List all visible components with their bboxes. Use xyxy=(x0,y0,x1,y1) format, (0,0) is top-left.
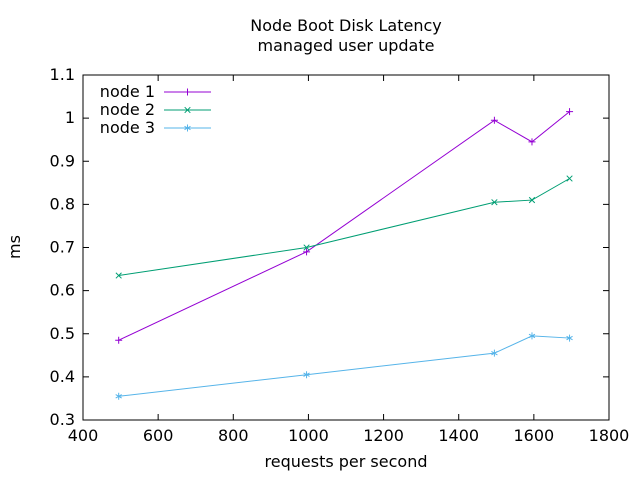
series-point-node-3 xyxy=(566,334,573,342)
x-tick-label: 400 xyxy=(68,426,99,445)
series-point-node-2 xyxy=(528,196,536,204)
x-axis-label: requests per second xyxy=(265,452,428,471)
legend-sample-marker xyxy=(184,88,191,96)
x-tick-label: 1000 xyxy=(288,426,329,445)
series-point-node-2 xyxy=(566,175,573,182)
series-line-node-2 xyxy=(118,178,570,277)
x-tick-label: 1400 xyxy=(438,426,479,445)
y-tick-label: 0.8 xyxy=(50,194,75,213)
y-tick-label: 0.7 xyxy=(50,238,75,257)
x-tick-label: 1600 xyxy=(513,426,554,445)
series-point-node-3 xyxy=(303,371,310,379)
y-axis-label: ms xyxy=(5,235,24,259)
series-point-node-3 xyxy=(528,332,536,340)
legend-sample-marker xyxy=(184,124,191,132)
plot-area: 400 600 800 1000 1200 1400 1600 1800 0.3 0.4 0.5 0.… xyxy=(50,65,630,445)
y-tick-label: 0.4 xyxy=(50,367,75,386)
x-tick-label: 1200 xyxy=(363,426,404,445)
series-point-node-1 xyxy=(303,248,311,256)
y-tick-label: 0.3 xyxy=(50,410,75,429)
series-point-node-2 xyxy=(115,272,122,279)
y-tick-label: 0.5 xyxy=(50,324,75,343)
legend-label-node-1: node 1 xyxy=(100,82,155,101)
legend-label-node-3: node 3 xyxy=(100,118,155,137)
series-line-node-1 xyxy=(118,111,570,341)
y-tick-label: 1 xyxy=(65,108,75,127)
legend-label-node-2: node 2 xyxy=(100,100,155,119)
x-tick-label: 800 xyxy=(218,426,249,445)
legend-sample-marker xyxy=(184,106,191,114)
series-point-node-1 xyxy=(115,336,123,344)
x-tick-label: 600 xyxy=(143,426,174,445)
y-tick-label: 0.6 xyxy=(50,281,75,300)
y-tick-label: 0.9 xyxy=(50,151,75,170)
series-point-node-3 xyxy=(115,392,122,400)
series-point-node-1 xyxy=(528,138,536,146)
series-point-node-1 xyxy=(566,108,574,116)
chart-title: Node Boot Disk Latency xyxy=(250,16,441,35)
series-point-node-3 xyxy=(491,349,498,357)
series-point-node-1 xyxy=(490,116,498,124)
y-tick-label: 1.1 xyxy=(50,65,75,84)
plot-border xyxy=(82,74,610,421)
series-line-node-3 xyxy=(118,335,570,397)
x-tick-label: 1800 xyxy=(589,426,630,445)
series-point-node-2 xyxy=(303,244,310,251)
chart-subtitle: managed user update xyxy=(258,36,435,55)
series-point-node-2 xyxy=(491,199,498,206)
